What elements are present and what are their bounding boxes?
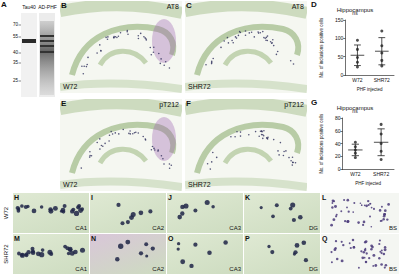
html-text:W72: W72 (63, 181, 78, 188)
html-text:J: J (168, 194, 172, 201)
svg-text:PHF injected: PHF injected (357, 87, 383, 92)
html-text:K: K (245, 194, 251, 201)
html-text:A: A (1, 0, 7, 9)
html-text:M: M (14, 235, 20, 242)
html-text:F: F (186, 99, 191, 108)
html-text:N: N (91, 235, 97, 242)
svg-text:Hippocampus: Hippocampus (337, 105, 374, 111)
svg-text:0: 0 (340, 72, 343, 78)
html-text:55: 55 (13, 34, 18, 39)
svg-text:SHR72: SHR72 (374, 77, 390, 83)
html-text:SHR72: SHR72 (188, 83, 211, 90)
html-text:DG: DG (309, 225, 318, 231)
svg-text:Hippocampus: Hippocampus (337, 7, 374, 13)
html-text:pT212: pT212 (284, 101, 304, 108)
html-text:H: H (14, 194, 20, 201)
svg-text:20: 20 (335, 153, 341, 159)
svg-text:40: 40 (335, 141, 341, 147)
html-text:C: C (186, 1, 192, 10)
svg-text:80: 80 (335, 115, 341, 121)
html-text:25: 25 (13, 78, 18, 83)
html-text:35: 35 (13, 60, 18, 65)
html-text:SHR72: SHR72 (3, 244, 9, 264)
html-text:I: I (91, 194, 93, 201)
html-text:CA3: CA3 (229, 266, 241, 272)
html-text:G: G (311, 98, 318, 107)
html-text:W72: W72 (63, 83, 78, 90)
html-text:CA2: CA2 (152, 225, 164, 231)
html-text:E: E (61, 99, 67, 108)
svg-text:W72: W72 (352, 77, 363, 83)
html-text:P: P (245, 235, 250, 242)
html-text:CA2: CA2 (152, 266, 164, 272)
svg-text:100: 100 (335, 35, 344, 41)
html-text:40: 40 (13, 50, 18, 55)
svg-text:SHR72: SHR72 (373, 171, 389, 177)
html-text:Q: Q (322, 235, 328, 242)
html-text:W72: W72 (3, 206, 9, 220)
html-text:O: O (168, 235, 174, 242)
svg-text:No. of inclusions positive cel: No. of inclusions positive cells (319, 113, 324, 174)
html-text:Tau40 AD-PHF: Tau40 AD-PHF (22, 4, 57, 10)
html-text:AT8: AT8 (166, 3, 179, 10)
svg-text:PHF injected: PHF injected (355, 181, 381, 186)
svg-text:No. of inclusions positive cel: No. of inclusions positive cells (319, 17, 324, 78)
html-text:pT212: pT212 (159, 101, 179, 108)
svg-text:W72: W72 (350, 171, 361, 177)
html-text:DG: DG (309, 266, 318, 272)
html-text:L: L (322, 194, 327, 201)
html-text:BS: BS (389, 225, 397, 231)
svg-text:60: 60 (335, 128, 341, 134)
html-text:CA1: CA1 (75, 225, 87, 231)
svg-text:50: 50 (338, 54, 344, 60)
html-text:B: B (61, 1, 67, 10)
html-text:CA3: CA3 (229, 225, 241, 231)
html-text:D: D (311, 0, 317, 9)
svg-text:150: 150 (335, 17, 344, 23)
html-text:BS: BS (389, 266, 397, 272)
html-text:70: 70 (13, 22, 18, 27)
html-text:SHR72: SHR72 (188, 181, 211, 188)
svg-text:0: 0 (338, 166, 341, 172)
html-text:CA1: CA1 (75, 266, 87, 272)
html-text:AT8: AT8 (291, 3, 304, 10)
